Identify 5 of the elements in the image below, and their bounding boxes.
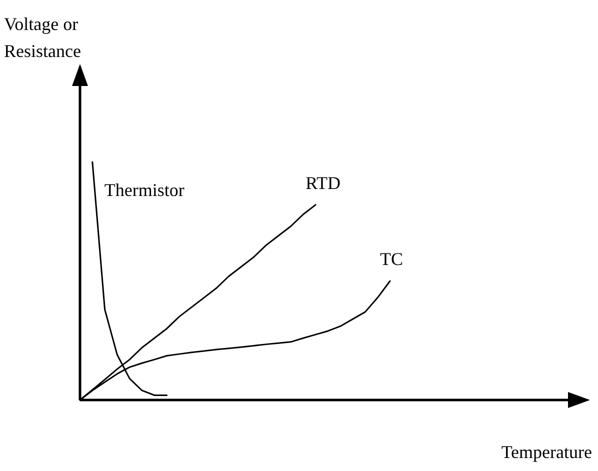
series-label: RTD: [306, 172, 341, 193]
text: Temperature: [501, 442, 592, 462]
text: Voltage or Resistance: [4, 14, 81, 61]
series-label: TC: [380, 249, 404, 269]
series-label: Thermistor: [104, 180, 184, 200]
